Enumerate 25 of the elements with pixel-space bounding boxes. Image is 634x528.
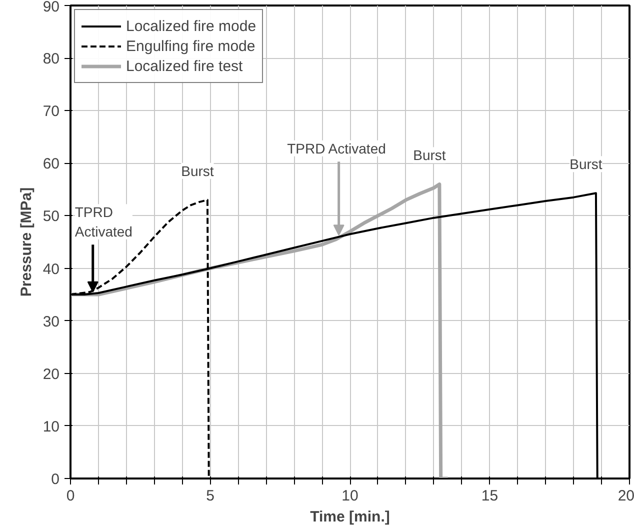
x-tick-label: 20 <box>618 488 634 504</box>
x-axis-title: Time [min.] <box>310 508 390 526</box>
annotation: Burst <box>181 162 214 179</box>
y-tick-label: 10 <box>42 418 60 436</box>
annotation: TPRD Activated <box>74 204 132 240</box>
x-tick-label: 15 <box>481 488 498 504</box>
annotation: TPRD Activated <box>287 140 386 156</box>
y-axis-title: Pressure [MPa] <box>18 187 35 297</box>
y-tick-label: 90 <box>42 0 60 16</box>
legend-label: Localized fire mode <box>126 18 256 34</box>
annotation: Burst <box>570 156 602 172</box>
y-tick-label: 40 <box>42 260 60 278</box>
y-tick-label: 70 <box>42 103 60 120</box>
y-tick-label: 50 <box>42 208 60 226</box>
x-tick-label: 10 <box>342 488 358 504</box>
legend-label: Localized fire test <box>126 58 243 74</box>
y-tick-label: 60 <box>42 156 60 173</box>
x-tick-label: 0 <box>66 488 75 504</box>
legend-label: Engulfing fire mode <box>126 38 256 54</box>
y-tick-label: 20 <box>42 366 60 383</box>
y-tick-label: 30 <box>42 313 60 330</box>
x-tick-label: 5 <box>206 488 214 504</box>
y-tick-label: 0 <box>51 471 60 488</box>
y-tick-label: 80 <box>42 50 60 68</box>
annotation: Burst <box>413 147 446 164</box>
